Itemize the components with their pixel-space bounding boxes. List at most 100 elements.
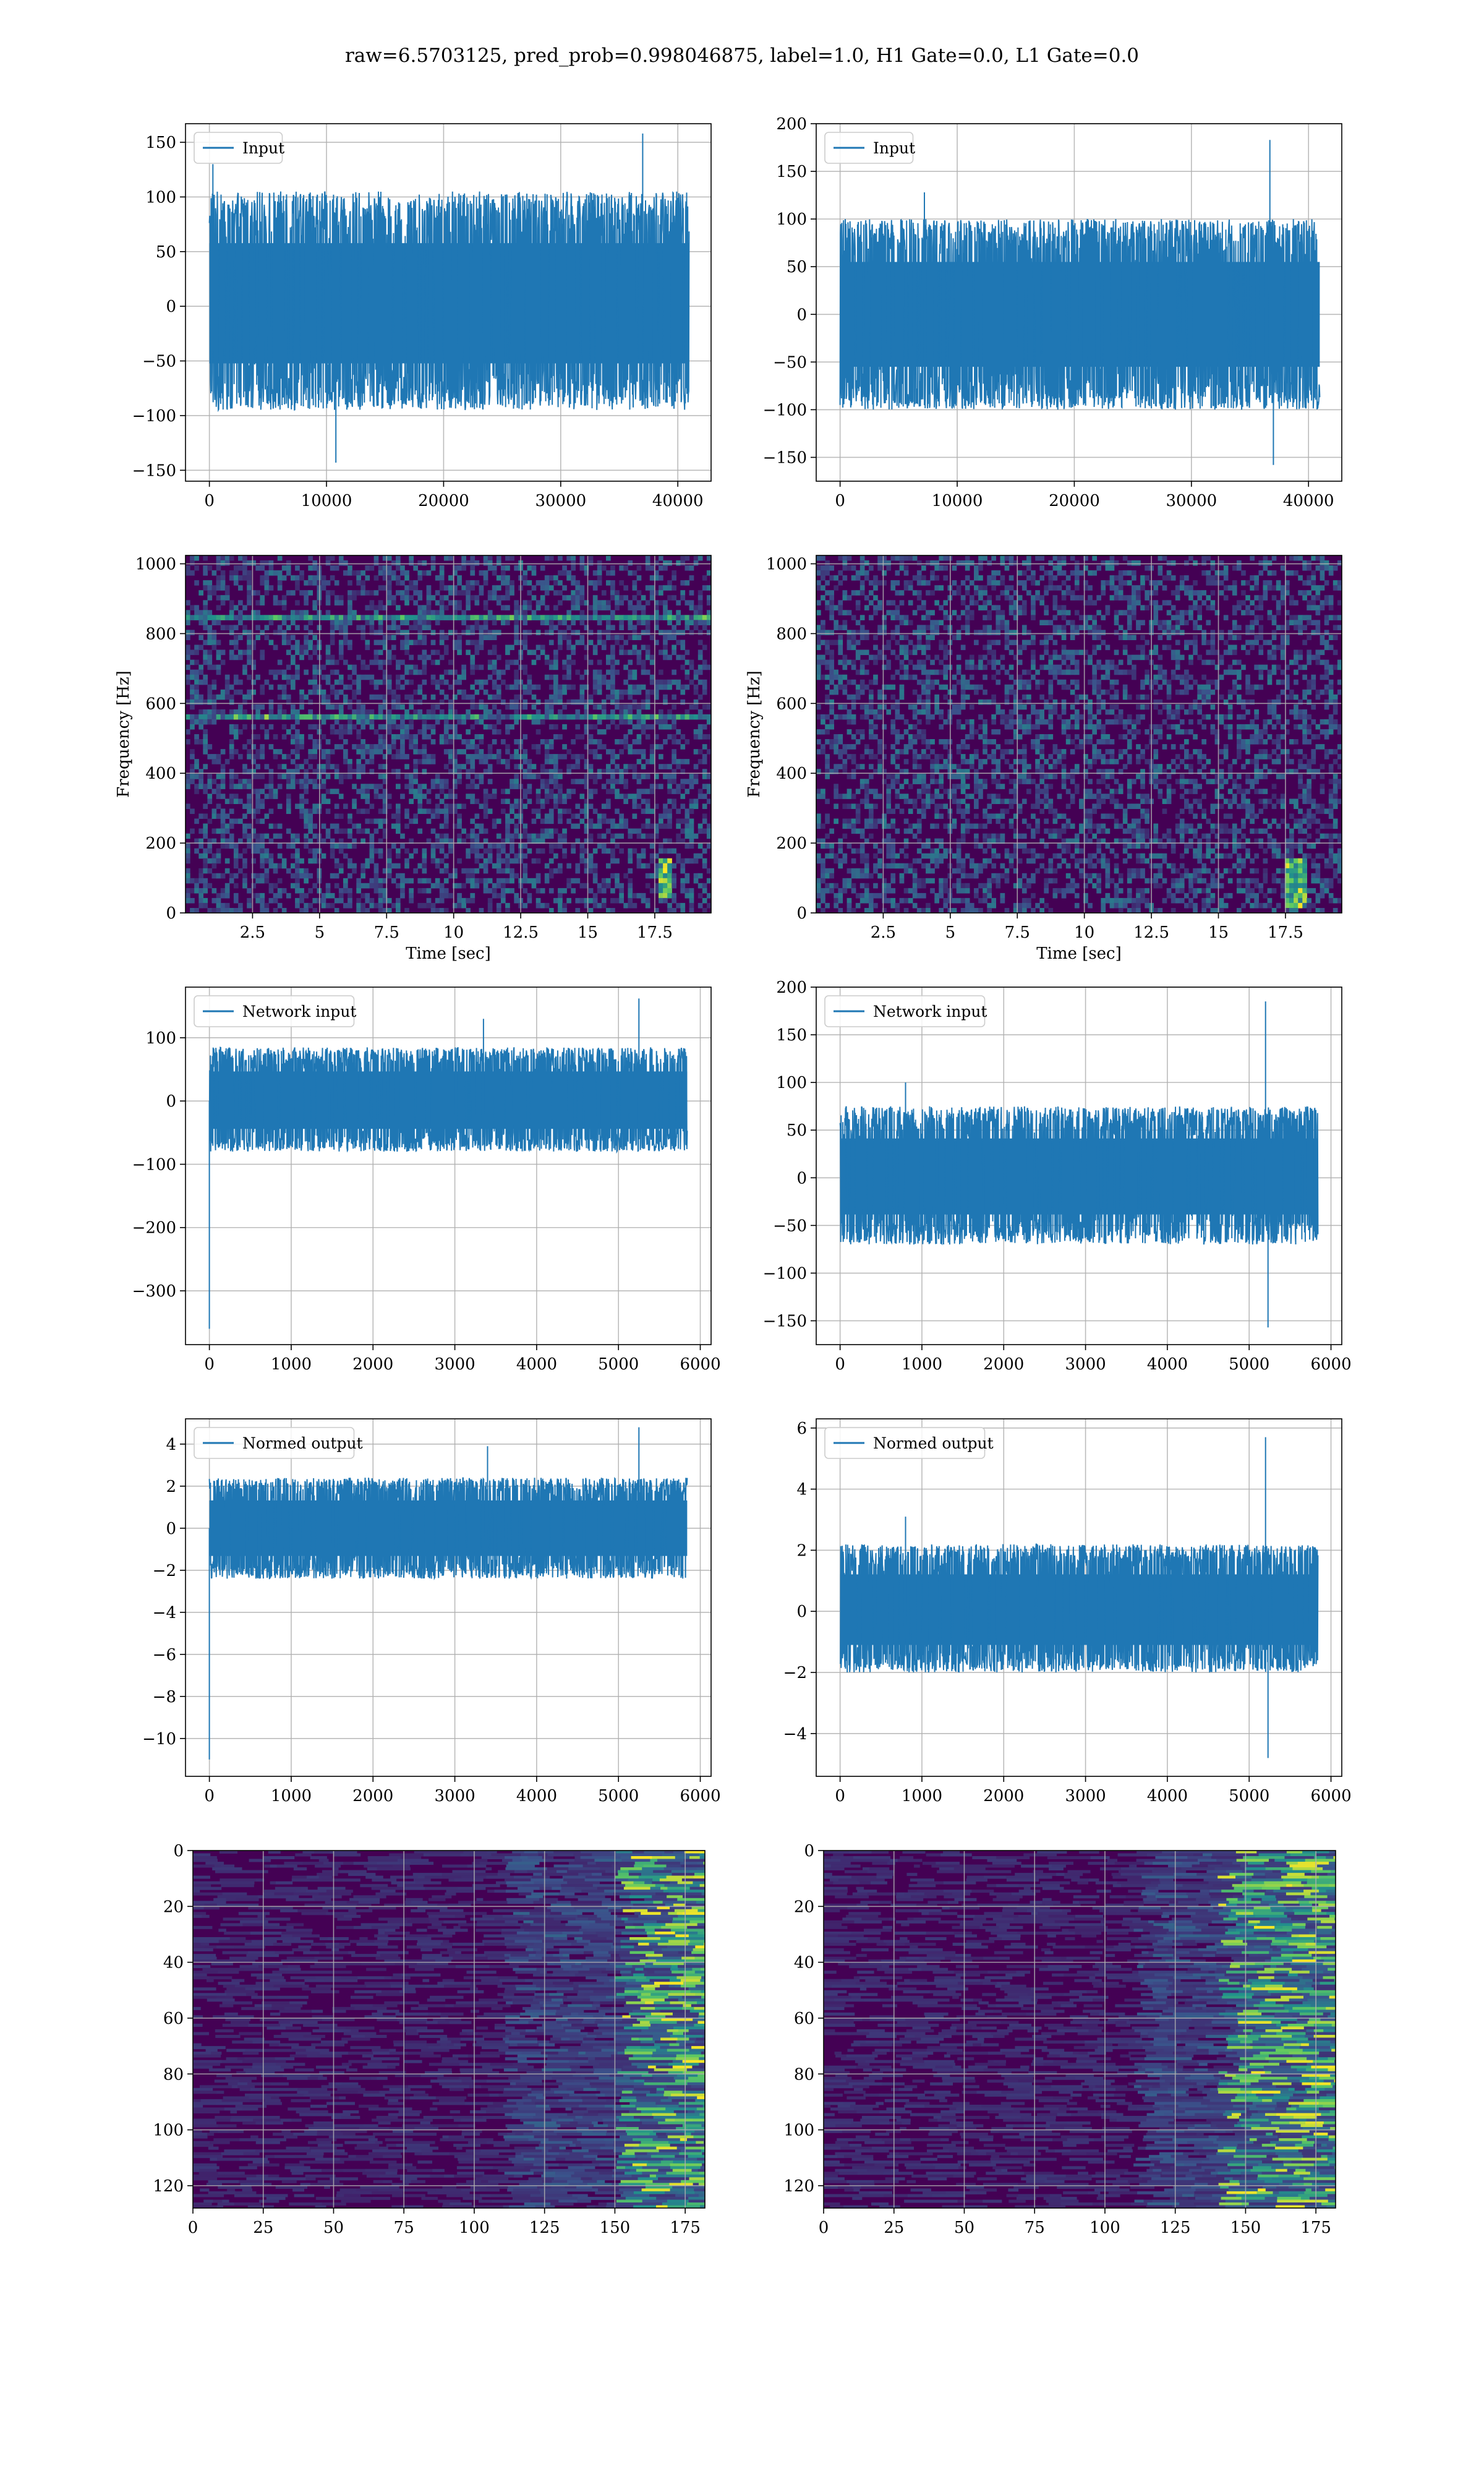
y-tick-label: 80 [163,2065,184,2084]
x-tick-label: 10000 [932,492,983,510]
x-tick-label: 17.5 [1268,923,1303,942]
x-tick-label: 25 [884,2219,904,2237]
l1-feature-map-panel: 0 25 50 75 100 125 150 175 0 20 40 60 80 100 120 [783,1842,1336,2237]
x-tick-label: 10 [443,923,464,942]
h1-network-input-ticks: 0 1000 2000 3000 4000 5000 6000 −300 −200 −100 0 10… [132,1029,721,1374]
y-tick-label: 0 [796,1169,807,1188]
x-tick-label: 2000 [352,1787,393,1805]
x-tick-label: 0 [204,492,215,510]
y-tick-label: −100 [763,1264,807,1283]
x-tick-label: 12.5 [503,923,539,942]
y-tick-label: 120 [783,2177,814,2196]
y-tick-label: 200 [776,115,807,134]
x-tick-label: 175 [670,2219,701,2237]
l1-spectrogram-ticks: 2.5 5 7.5 10 12.5 15 17.5 0 200 400 600 800 1000 [766,555,1303,942]
x-tick-label: 2.5 [240,923,265,942]
legend-entry: Normed output [242,1434,363,1452]
x-tick-label: 50 [954,2219,974,2237]
l1-input-axes-frame [816,123,1342,482]
y-tick-label: 0 [804,1842,814,1860]
y-tick-label: 40 [794,1954,814,1972]
y-tick-label: −100 [132,1155,176,1174]
y-tick-label: 4 [166,1436,176,1454]
legend-entry: Network input [242,1003,356,1021]
y-tick-label: 60 [163,2010,184,2028]
y-tick-label: 150 [776,1026,807,1045]
h1-feature-map-panel: 0 25 50 75 100 125 150 175 0 20 40 60 80 100 120 [153,1842,706,2237]
h1-network-input-panel: 0 1000 2000 3000 4000 5000 6000 −300 −200 −100 0 10… [132,987,721,1374]
x-tick-label: 0 [819,2219,829,2237]
legend-entry: Input [242,139,284,157]
x-tick-label: 3000 [434,1355,475,1374]
y-tick-label: 50 [787,1121,807,1140]
l1-network-input-legend: Network input [824,995,987,1027]
h1-input-panel: 0 10000 20000 30000 40000 −150 −100 −50 0 50 100 15… [132,123,712,510]
x-tick-label: 7.5 [374,923,399,942]
y-tick-label: 0 [173,1842,184,1860]
h1-spectrogram-axes-frame [185,555,712,914]
x-tick-label: 30000 [1166,492,1217,510]
y-tick-label: 100 [776,210,807,229]
y-tick-label: −6 [153,1646,176,1664]
y-tick-label: 400 [776,764,807,783]
y-tick-label: 6 [796,1419,807,1438]
y-tick-label: −8 [153,1688,176,1706]
y-tick-label: 0 [166,1520,176,1538]
h1-input-legend: Input [194,132,284,164]
l1-spectrogram-heatmap-cells [816,555,1342,913]
y-tick-label: 200 [776,834,807,853]
x-tick-label: 2000 [983,1355,1024,1374]
y-tick-label: 100 [145,188,176,207]
x-tick-label: 0 [835,492,845,510]
l1-spectrogram-panel: 2.5 5 7.5 10 12.5 15 17.5 0 200 400 600 800 1000 Time… [745,555,1342,963]
l1-normed-output-series-line [839,1437,1319,1758]
l1-network-input-axes-frame [816,987,1342,1345]
y-tick-label: 40 [163,1954,184,1972]
x-tick-label: 6000 [680,1355,720,1374]
y-tick-label: 600 [145,695,176,713]
x-tick-label: 3000 [434,1787,475,1805]
x-tick-label: 75 [1025,2219,1045,2237]
h1-input-series-line [208,133,690,463]
h1-spectrogram-ylabel: Frequency [Hz] [114,670,133,798]
l1-normed-output-ticks: 0 1000 2000 3000 4000 5000 6000 −4 −2 0 2 4 6 [783,1419,1352,1805]
y-tick-label: 0 [166,1092,176,1111]
x-tick-label: 1000 [902,1355,942,1374]
x-tick-label: 4000 [1147,1355,1188,1374]
x-tick-label: 5000 [1229,1787,1269,1805]
y-tick-label: 800 [776,625,807,643]
y-tick-label: 800 [145,625,176,643]
x-tick-label: 150 [1230,2219,1261,2237]
l1-feature-map-ticks: 0 25 50 75 100 125 150 175 0 20 40 60 80 100 120 [783,1842,1331,2237]
x-tick-label: 6000 [1310,1355,1351,1374]
l1-spectrogram-ylabel: Frequency [Hz] [745,670,764,798]
x-tick-label: 4000 [516,1787,557,1805]
y-tick-label: −4 [153,1604,176,1622]
y-tick-label: 150 [776,163,807,181]
l1-feature-map-heatmap-cells [824,1851,1336,2208]
x-tick-label: 125 [1160,2219,1191,2237]
y-tick-label: −4 [783,1725,807,1744]
y-tick-label: 0 [796,306,807,324]
x-tick-label: 0 [835,1355,845,1374]
x-tick-label: 2000 [352,1355,393,1374]
x-tick-label: 30000 [535,492,586,510]
x-tick-label: 75 [394,2219,414,2237]
l1-network-input-ticks: 0 1000 2000 3000 4000 5000 6000 −150 −100 −50 0 50 1… [763,978,1352,1374]
x-tick-label: 150 [600,2219,631,2237]
h1-feature-map-ticks: 0 25 50 75 100 125 150 175 0 20 40 60 80 100 120 [153,1842,701,2237]
y-tick-label: 20 [163,1898,184,1916]
y-tick-label: 1000 [766,555,807,574]
x-tick-label: 100 [459,2219,490,2237]
y-tick-label: −300 [132,1282,176,1301]
y-tick-label: −2 [783,1664,807,1682]
x-tick-label: 1000 [271,1355,312,1374]
h1-network-input-series-line [208,998,688,1329]
x-tick-label: 3000 [1065,1355,1106,1374]
h1-normed-output-series-line [208,1427,688,1760]
y-tick-label: 0 [166,904,176,923]
h1-input-axes-frame [185,123,712,482]
y-tick-label: 20 [794,1898,814,1916]
y-tick-label: 0 [166,297,176,316]
